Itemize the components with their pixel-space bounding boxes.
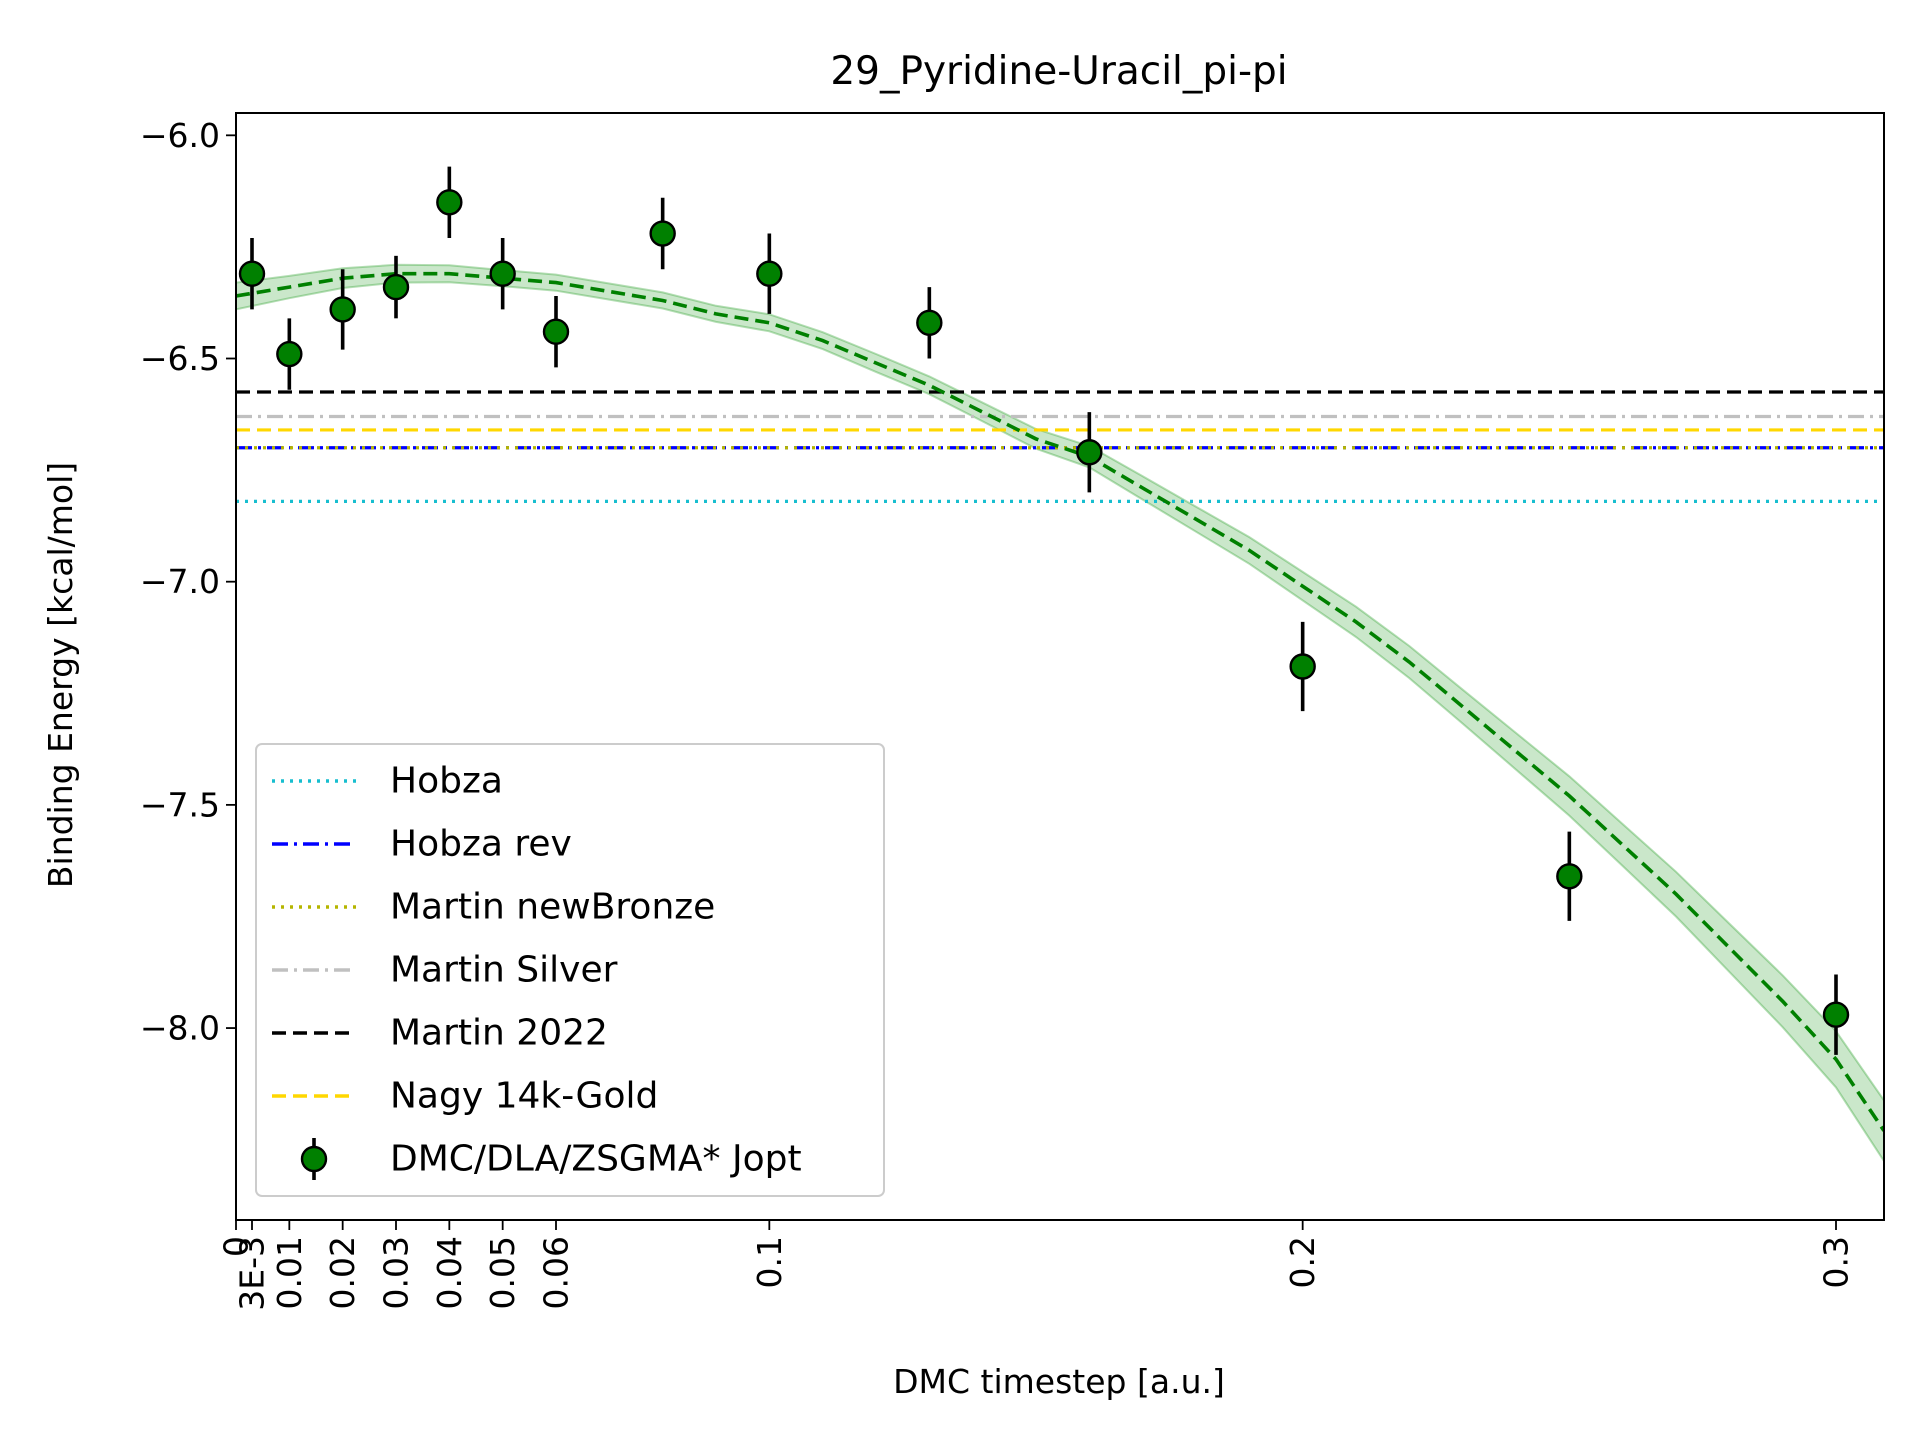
x-tick-label-6: 0.05 bbox=[483, 1236, 522, 1309]
x-tick-label-3: 0.02 bbox=[323, 1236, 362, 1309]
data-point-4 bbox=[436, 189, 463, 216]
data-point-13 bbox=[1822, 1001, 1850, 1028]
data-point-7 bbox=[649, 220, 676, 247]
legend-label-6: DMC/DLA/ZSGMA* Jopt bbox=[390, 1139, 802, 1180]
data-point-2 bbox=[329, 296, 356, 323]
legend-label-4: Martin 2022 bbox=[390, 1013, 608, 1054]
data-point-1 bbox=[276, 340, 303, 368]
x-tick-label-8: 0.1 bbox=[750, 1236, 789, 1288]
y-tick-label-3: −7.5 bbox=[140, 785, 220, 824]
x-tick-label-0: 0 bbox=[217, 1236, 256, 1257]
y-tick-label-2: −7.0 bbox=[140, 562, 220, 601]
x-tick-label-10: 0.3 bbox=[1817, 1236, 1856, 1288]
legend-label-2: Martin newBronze bbox=[390, 887, 715, 928]
plot-area bbox=[236, 166, 1884, 1163]
y-tick-label-1: −6.5 bbox=[140, 339, 220, 378]
legend-swatch-6 bbox=[300, 1145, 328, 1173]
data-point-6 bbox=[542, 318, 570, 345]
y-tick-label-0: −6.0 bbox=[140, 116, 220, 155]
data-point-12 bbox=[1556, 863, 1583, 890]
plot-frame bbox=[235, 112, 1885, 1221]
legend-box bbox=[255, 743, 885, 1197]
x-tick-label-4: 0.03 bbox=[377, 1236, 416, 1309]
legend-label-0: Hobza bbox=[390, 761, 503, 802]
x-axis-label: DMC timestep [a.u.] bbox=[893, 1362, 1225, 1401]
x-tick-label-1: 3E-3 bbox=[233, 1236, 272, 1311]
x-tick-label-2: 0.01 bbox=[270, 1236, 309, 1309]
data-point-9 bbox=[916, 309, 943, 336]
axes: 03E-30.01 0.02 0.03 0.04 0.05 0.06 0.1 0.2 0.3 −6… bbox=[140, 112, 1885, 1311]
legend-label-3: Martin Silver bbox=[390, 950, 618, 991]
legend-label-5: Nagy 14k-Gold bbox=[390, 1076, 658, 1117]
y-tick-label-4: −8.0 bbox=[140, 1009, 220, 1048]
y-axis-label: Binding Energy [kcal/mol] bbox=[41, 462, 80, 888]
legend: Hobza Hobza rev Martin newBronze Martin Sil… bbox=[255, 743, 885, 1197]
data-point-0 bbox=[238, 260, 266, 287]
data-point-5 bbox=[489, 260, 516, 287]
x-tick-label-7: 0.06 bbox=[537, 1236, 576, 1309]
chart-title: 29_Pyridine-Uracil_pi-pi bbox=[830, 49, 1287, 94]
plot-clipped-group bbox=[236, 166, 1884, 1163]
fit-confidence-band bbox=[236, 263, 1884, 1163]
data-point-3 bbox=[382, 273, 410, 301]
data-point-11 bbox=[1289, 653, 1316, 680]
data-point-8 bbox=[756, 260, 783, 287]
data-point-10 bbox=[1076, 439, 1103, 466]
x-tick-label-5: 0.04 bbox=[430, 1236, 469, 1309]
legend-label-1: Hobza rev bbox=[390, 824, 572, 865]
x-tick-label-9: 0.2 bbox=[1283, 1236, 1322, 1288]
